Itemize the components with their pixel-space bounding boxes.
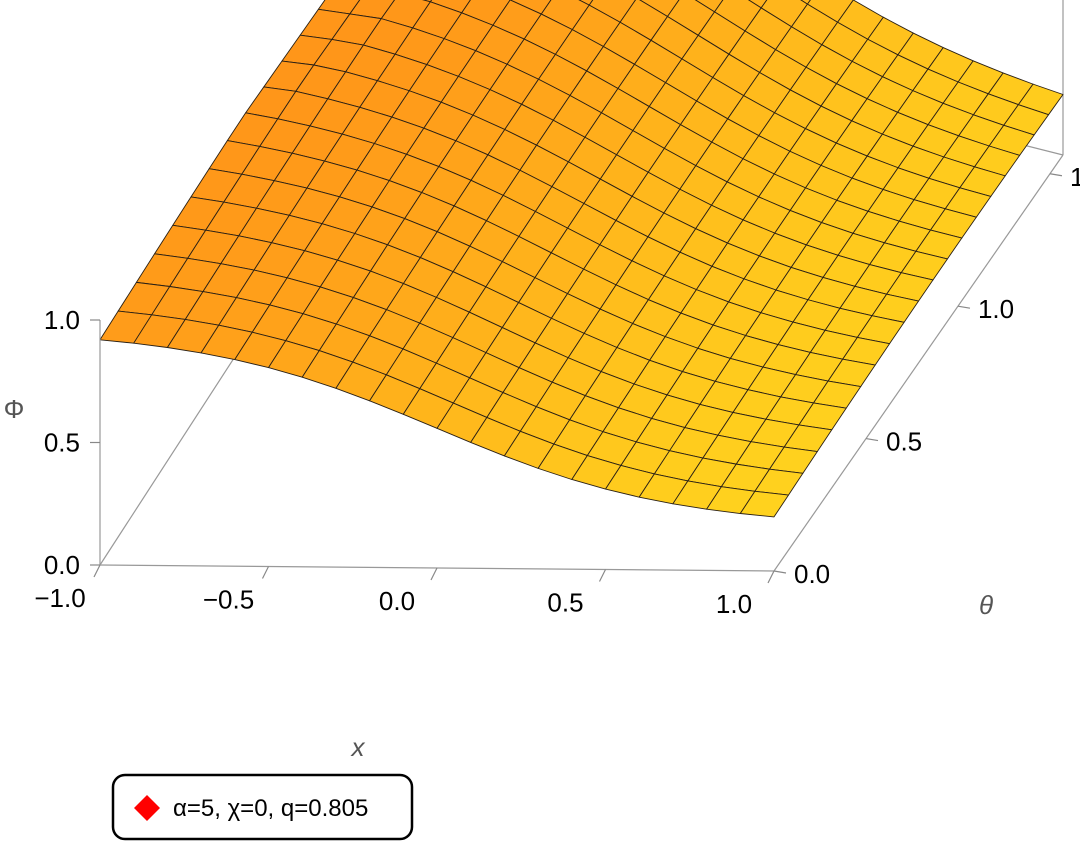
theta-axis-label: θ xyxy=(979,590,993,620)
box-edge-right-bottom xyxy=(773,154,1064,572)
theta-tick xyxy=(773,570,787,574)
theta-tick xyxy=(865,437,879,442)
x-tick-label: −0.5 xyxy=(203,585,254,615)
x-axis-label: x xyxy=(350,732,366,762)
x-tick xyxy=(767,570,775,584)
phi-tick-label: 0.0 xyxy=(44,550,80,580)
theta-tick xyxy=(957,305,971,309)
x-tick-label: 0.5 xyxy=(547,588,583,618)
x-tick-label: 0.0 xyxy=(379,586,415,616)
legend-marker-diamond xyxy=(134,795,160,821)
x-tick-label: 1.0 xyxy=(716,589,752,619)
x-tick xyxy=(430,567,438,581)
theta-tick-label: 1.0 xyxy=(978,294,1014,324)
legend-label: α=5, χ=0, q=0.805 xyxy=(173,795,368,822)
theta-tick-label: 1.5 xyxy=(1070,162,1080,192)
theta-tick xyxy=(1049,173,1063,177)
x-tick-label: −1.0 xyxy=(34,583,85,613)
phi-axis-label: Φ xyxy=(4,394,25,424)
axis-ticks: −1.0 −0.5 0.0 0.5 1.0 0.0 0.5 1.0 1.5 0.0 0.5 1.0 xyxy=(34,162,1080,619)
axis-labels: x θ Φ xyxy=(4,394,993,762)
phi-tick-label: 1.0 xyxy=(44,305,80,335)
x-tick xyxy=(598,569,607,582)
theta-tick-label: 0.5 xyxy=(886,427,922,457)
theta-tick-label: 0.0 xyxy=(794,559,830,589)
x-tick xyxy=(261,566,270,579)
surface-patch xyxy=(739,490,789,518)
legend-box xyxy=(111,773,414,841)
surface-patches xyxy=(99,0,1064,518)
phi-tick-label: 0.5 xyxy=(44,428,80,458)
legend: α=5, χ=0, q=0.805 xyxy=(111,773,414,841)
x-tick xyxy=(93,564,101,578)
